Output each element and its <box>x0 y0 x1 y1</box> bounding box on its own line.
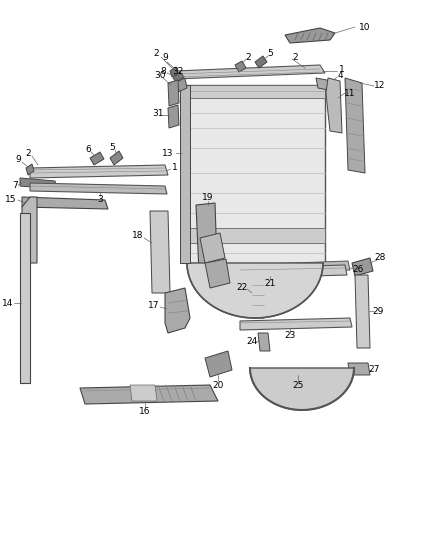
Polygon shape <box>110 151 123 165</box>
Polygon shape <box>255 56 267 68</box>
Text: 3: 3 <box>97 195 103 204</box>
Polygon shape <box>26 164 34 175</box>
Polygon shape <box>200 233 225 263</box>
Text: 25: 25 <box>292 381 304 390</box>
Text: 20: 20 <box>212 381 224 390</box>
Polygon shape <box>168 105 179 128</box>
Text: 4: 4 <box>337 70 343 79</box>
Polygon shape <box>258 333 270 351</box>
Polygon shape <box>30 165 168 178</box>
Polygon shape <box>30 183 167 194</box>
Polygon shape <box>240 261 350 274</box>
Text: 1: 1 <box>339 66 345 75</box>
Polygon shape <box>168 80 179 106</box>
Text: 1: 1 <box>172 164 178 173</box>
Polygon shape <box>175 65 325 79</box>
Text: 12: 12 <box>374 80 386 90</box>
Polygon shape <box>235 61 246 72</box>
Text: 15: 15 <box>5 195 17 204</box>
Text: 2: 2 <box>245 52 251 61</box>
Polygon shape <box>80 385 218 404</box>
Text: 6: 6 <box>85 144 91 154</box>
Text: 10: 10 <box>359 22 371 31</box>
Polygon shape <box>345 78 365 173</box>
Text: 13: 13 <box>162 149 174 157</box>
Polygon shape <box>348 363 370 375</box>
Text: 11: 11 <box>344 88 356 98</box>
Text: 5: 5 <box>267 49 273 58</box>
Polygon shape <box>205 351 232 377</box>
Polygon shape <box>326 78 342 133</box>
Polygon shape <box>22 197 108 209</box>
Polygon shape <box>176 78 187 92</box>
Polygon shape <box>185 85 325 263</box>
Polygon shape <box>205 259 230 288</box>
Polygon shape <box>20 178 57 189</box>
Text: 2: 2 <box>153 50 159 59</box>
Polygon shape <box>170 67 178 77</box>
Polygon shape <box>250 275 264 318</box>
Text: 19: 19 <box>202 192 214 201</box>
Text: 18: 18 <box>132 230 144 239</box>
Text: 31: 31 <box>152 109 164 117</box>
Polygon shape <box>150 211 170 293</box>
Polygon shape <box>187 263 323 318</box>
Polygon shape <box>173 72 184 83</box>
Text: 23: 23 <box>284 332 296 341</box>
Text: 30: 30 <box>154 70 166 79</box>
Polygon shape <box>130 385 157 401</box>
Text: 2: 2 <box>292 52 298 61</box>
Polygon shape <box>185 85 325 98</box>
Polygon shape <box>180 85 190 263</box>
Polygon shape <box>352 258 373 276</box>
Text: 24: 24 <box>246 336 258 345</box>
Polygon shape <box>185 228 325 243</box>
Text: 27: 27 <box>368 365 380 374</box>
Text: 14: 14 <box>2 298 14 308</box>
Text: 28: 28 <box>374 253 386 262</box>
Text: 5: 5 <box>109 142 115 151</box>
Text: 9: 9 <box>162 53 168 62</box>
Text: 16: 16 <box>139 407 151 416</box>
Text: 9: 9 <box>15 155 21 164</box>
Text: 22: 22 <box>237 284 247 293</box>
Polygon shape <box>240 265 347 278</box>
Polygon shape <box>316 78 334 91</box>
Polygon shape <box>196 203 218 295</box>
Polygon shape <box>22 197 37 263</box>
Text: 29: 29 <box>372 306 384 316</box>
Polygon shape <box>240 318 352 330</box>
Polygon shape <box>355 275 370 348</box>
Text: 26: 26 <box>352 264 364 273</box>
Polygon shape <box>165 288 190 333</box>
Polygon shape <box>285 28 335 43</box>
Text: 21: 21 <box>264 279 276 287</box>
Text: 7: 7 <box>12 182 18 190</box>
Text: 32: 32 <box>172 67 184 76</box>
Text: 8: 8 <box>160 67 166 76</box>
Polygon shape <box>90 152 104 165</box>
Text: 17: 17 <box>148 301 160 310</box>
Polygon shape <box>250 368 354 410</box>
Text: 2: 2 <box>25 149 31 157</box>
Polygon shape <box>20 213 30 383</box>
